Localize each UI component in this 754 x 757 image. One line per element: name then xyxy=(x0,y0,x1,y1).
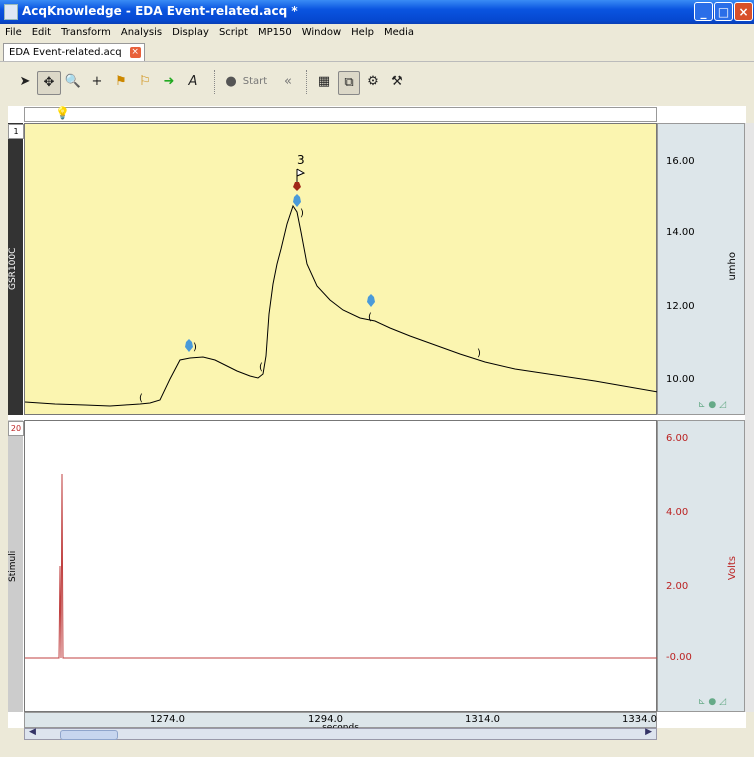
scale-settings-icon[interactable]: ⊾ ● ◿ xyxy=(698,697,727,707)
stimuli-trace-svg xyxy=(25,473,658,659)
stimuli-plot[interactable] xyxy=(24,420,658,712)
horizontal-scrollbar[interactable]: ◀ ▶ xyxy=(24,727,657,740)
toolbar-separator xyxy=(214,70,216,94)
y-tick: -0.00 xyxy=(666,652,692,663)
stimuli-scale[interactable]: 6.00 4.00 2.00 -0.00 Volts ⊾ ● ◿ xyxy=(657,420,745,712)
record-icon[interactable]: ● xyxy=(225,74,237,89)
overlap-icon[interactable]: ⧉ xyxy=(338,71,360,95)
close-tab-icon[interactable]: × xyxy=(129,47,141,58)
document-tab-label: EDA Event-related.acq xyxy=(9,47,122,58)
time-axis[interactable]: 1274.0 1294.0 1314.0 1334.0 seconds xyxy=(24,712,657,733)
x-tick: 1294.0 xyxy=(308,714,343,725)
toolbar: ➤ ✥ 🔍 + ⚑ ⚐ ➜ A ● Start « ▦ ⧉ ⚙ ⚒ xyxy=(0,62,754,102)
event-label: 3 xyxy=(297,153,305,167)
peak-marker[interactable]: ) xyxy=(193,342,197,353)
gsr-plot[interactable]: 3 ( ( ) ) ( ) xyxy=(24,123,658,415)
scale-settings-icon[interactable]: ⊾ ● ◿ xyxy=(698,400,727,410)
vertical-scrollbar[interactable] xyxy=(745,123,754,712)
drop-icon[interactable] xyxy=(185,339,193,352)
document-tab[interactable]: EDA Event-related.acq × xyxy=(3,43,145,61)
stimuli-trace xyxy=(25,473,658,659)
channel-1-name: GSR100C xyxy=(8,247,18,291)
drop-icon[interactable] xyxy=(367,294,375,307)
channel-1-label[interactable]: GSR100C xyxy=(8,123,23,415)
y-tick: 10.00 xyxy=(666,374,695,385)
menu-help[interactable]: Help xyxy=(351,27,374,38)
onset-marker[interactable]: ( xyxy=(139,393,143,404)
marker-strip[interactable]: 💡 xyxy=(24,106,657,122)
arrow-pointer-icon[interactable]: ➤ xyxy=(19,74,31,89)
multi-flag-icon[interactable]: ⚐ xyxy=(139,74,151,89)
channel-1-number: 1 xyxy=(8,124,24,139)
x-tick: 1334.0 xyxy=(622,714,657,725)
gsr-scale[interactable]: 16.00 14.00 12.00 10.00 umho ⊾ ● ◿ xyxy=(657,123,745,415)
menu-mp150[interactable]: MP150 xyxy=(257,27,292,38)
lightbulb-icon[interactable]: 💡 xyxy=(55,106,70,120)
y-tick: 6.00 xyxy=(666,433,689,444)
toolbar-separator xyxy=(306,70,308,94)
scroll-left-icon[interactable]: ◀ xyxy=(29,727,36,737)
wrench-icon[interactable]: ⚒ xyxy=(391,74,403,89)
maximize-button[interactable]: □ xyxy=(714,2,733,21)
flag-event-icon[interactable] xyxy=(296,168,306,182)
document-tab-row: EDA Event-related.acq × xyxy=(0,42,754,62)
scroll-right-icon[interactable]: ▶ xyxy=(645,727,652,737)
channel-20-number: 20 xyxy=(8,421,24,436)
y-tick: 2.00 xyxy=(666,581,689,592)
menu-script[interactable]: Script xyxy=(218,27,248,38)
peak-marker[interactable]: ) xyxy=(300,208,304,219)
start-button[interactable]: Start xyxy=(242,76,268,87)
close-button[interactable]: × xyxy=(734,2,753,21)
gsr-trace xyxy=(25,204,658,407)
channel-20-label[interactable]: Stimuli xyxy=(8,420,23,712)
menu-bar: File Edit Transform Analysis Display Script MP… xyxy=(0,24,754,42)
ibeam-select-icon[interactable]: ✥ xyxy=(37,71,61,95)
x-tick: 1314.0 xyxy=(465,714,500,725)
y-tick: 14.00 xyxy=(666,227,695,238)
menu-transform[interactable]: Transform xyxy=(61,27,111,38)
green-arrow-icon[interactable]: ➜ xyxy=(163,74,175,89)
y-unit: Volts xyxy=(727,556,738,581)
y-tick: 12.00 xyxy=(666,301,695,312)
crosshair-icon[interactable]: + xyxy=(91,74,103,89)
y-unit: umho xyxy=(727,252,738,281)
red-drop-icon[interactable] xyxy=(293,182,301,191)
onset-marker[interactable]: ( xyxy=(368,312,372,323)
zoom-icon[interactable]: 🔍 xyxy=(64,74,82,89)
app-icon xyxy=(4,4,18,20)
channel-20-name: Stimuli xyxy=(8,550,18,582)
gsr-trace-svg: 3 ( ( ) ) ( ) xyxy=(25,153,658,407)
x-tick: 1274.0 xyxy=(150,714,185,725)
drop-icon[interactable] xyxy=(293,194,301,207)
onset-marker[interactable]: ( xyxy=(259,362,263,373)
menu-edit[interactable]: Edit xyxy=(31,27,52,38)
minimize-button[interactable]: _ xyxy=(694,2,713,21)
y-tick: 4.00 xyxy=(666,507,689,518)
flag-marker-icon[interactable]: ⚑ xyxy=(115,74,127,89)
grid-icon[interactable]: ▦ xyxy=(317,74,331,89)
menu-media[interactable]: Media xyxy=(383,27,414,38)
gear-icon[interactable]: ⚙ xyxy=(367,74,379,89)
menu-file[interactable]: File xyxy=(5,27,22,38)
annotate-icon[interactable]: A xyxy=(188,74,198,89)
menu-analysis[interactable]: Analysis xyxy=(120,27,163,38)
window-title: AcqKnowledge - EDA Event-related.acq * xyxy=(22,4,298,18)
menu-display[interactable]: Display xyxy=(172,27,209,38)
peak-marker[interactable]: ) xyxy=(477,348,481,359)
rewind-icon[interactable]: « xyxy=(284,74,292,89)
menu-window[interactable]: Window xyxy=(301,27,342,38)
title-bar: AcqKnowledge - EDA Event-related.acq * _… xyxy=(0,0,754,24)
y-tick: 16.00 xyxy=(666,156,695,167)
scroll-thumb[interactable] xyxy=(60,730,118,740)
